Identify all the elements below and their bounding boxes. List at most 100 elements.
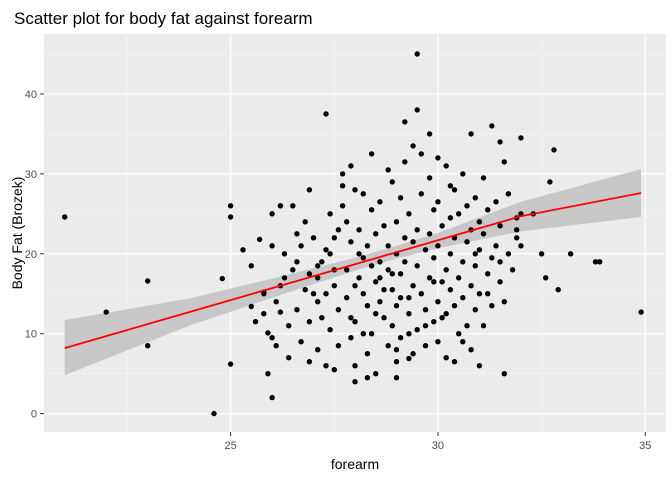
- data-point: [294, 231, 300, 237]
- data-point: [348, 163, 354, 169]
- data-point: [368, 331, 375, 337]
- data-point: [348, 335, 354, 341]
- data-point: [402, 259, 408, 265]
- data-point: [364, 351, 371, 357]
- data-point: [402, 159, 408, 165]
- data-point: [476, 291, 483, 297]
- data-point: [269, 335, 275, 341]
- data-point: [439, 223, 445, 229]
- data-point: [360, 331, 366, 337]
- y-axis-label: Body Fat (Brozek): [9, 177, 25, 290]
- data-point: [385, 267, 391, 273]
- data-point: [327, 251, 333, 257]
- data-point: [248, 263, 254, 269]
- data-point: [514, 227, 520, 233]
- data-point: [352, 187, 358, 193]
- data-point: [310, 235, 317, 241]
- y-tick-label: 30: [25, 169, 37, 181]
- data-point: [368, 263, 375, 269]
- data-points: [61, 51, 644, 417]
- data-point: [397, 271, 404, 277]
- data-point: [302, 287, 308, 293]
- data-point: [323, 247, 329, 253]
- data-point: [319, 315, 325, 321]
- data-point: [298, 243, 304, 249]
- data-point: [344, 267, 350, 273]
- data-point: [273, 343, 279, 349]
- y-tick-label: 20: [25, 249, 37, 261]
- data-point: [443, 311, 449, 317]
- regression-line: [64, 192, 642, 349]
- data-point: [426, 231, 433, 237]
- data-point: [323, 291, 329, 297]
- data-point: [348, 239, 354, 245]
- data-point: [414, 51, 420, 57]
- data-point: [476, 247, 483, 253]
- data-point: [460, 295, 466, 301]
- data-point: [439, 279, 445, 285]
- data-point: [323, 363, 329, 369]
- data-point: [377, 275, 383, 281]
- data-point: [381, 287, 387, 293]
- data-point: [597, 259, 603, 265]
- data-point: [319, 259, 325, 265]
- data-point: [356, 275, 362, 281]
- data-point: [402, 119, 408, 125]
- data-point: [298, 339, 304, 345]
- data-point: [435, 199, 441, 205]
- data-point: [306, 187, 313, 193]
- data-point: [509, 267, 516, 273]
- data-point: [514, 235, 520, 241]
- y-tick-label: 40: [25, 89, 37, 101]
- data-point: [422, 247, 429, 253]
- data-point: [447, 287, 454, 293]
- data-point: [261, 291, 267, 297]
- data-point: [464, 203, 470, 209]
- data-point: [315, 347, 321, 353]
- data-point: [418, 151, 424, 157]
- data-point: [356, 227, 362, 233]
- data-point: [368, 207, 375, 213]
- data-point: [464, 323, 470, 329]
- data-point: [485, 291, 491, 297]
- data-point: [315, 299, 321, 305]
- data-point: [422, 307, 429, 313]
- data-point: [505, 191, 512, 197]
- data-point: [468, 283, 474, 289]
- data-point: [505, 251, 512, 257]
- data-point: [497, 279, 503, 285]
- data-point: [389, 179, 395, 185]
- data-point: [364, 243, 371, 249]
- data-point: [381, 315, 387, 321]
- data-point: [418, 191, 424, 197]
- data-point: [472, 195, 478, 201]
- data-point: [339, 171, 346, 177]
- data-point: [555, 287, 561, 293]
- data-point: [414, 327, 420, 333]
- data-point: [443, 355, 449, 361]
- data-point: [227, 203, 234, 209]
- data-point: [273, 299, 279, 305]
- data-point: [497, 223, 503, 229]
- data-point: [397, 295, 404, 301]
- data-point: [377, 199, 383, 205]
- data-point: [443, 267, 449, 273]
- data-point: [256, 236, 263, 243]
- data-point: [543, 275, 549, 281]
- data-point: [406, 331, 412, 337]
- data-point: [410, 143, 416, 149]
- data-point: [327, 211, 333, 217]
- data-point: [352, 319, 358, 325]
- data-point: [460, 171, 466, 177]
- data-point: [402, 235, 408, 241]
- data-point: [294, 307, 300, 313]
- data-point: [431, 207, 437, 213]
- data-point: [352, 379, 358, 385]
- data-point: [418, 291, 424, 297]
- data-point: [145, 278, 151, 284]
- data-point: [422, 343, 429, 349]
- data-point: [360, 191, 366, 197]
- data-point: [364, 375, 371, 381]
- x-axis-label: forearm: [331, 456, 379, 472]
